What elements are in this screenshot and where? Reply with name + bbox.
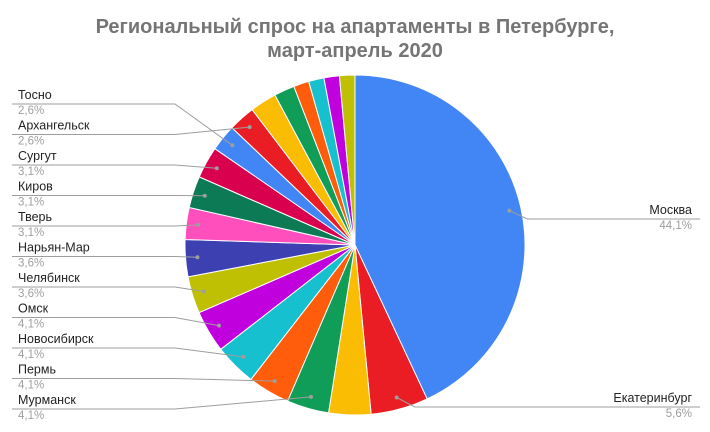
leader-dot — [272, 379, 277, 384]
leader-line — [12, 347, 244, 358]
leader-lines — [12, 103, 700, 410]
slice-label-value: 3,6% — [18, 288, 44, 300]
leader-line — [12, 126, 250, 135]
leader-dot — [230, 143, 235, 148]
slice-label-name: Киров — [18, 180, 53, 194]
slice-label-name: Архангельск — [18, 119, 90, 133]
leader-dot — [247, 125, 252, 130]
slice-label-value: 44,1% — [659, 220, 692, 232]
slice-label-name: Тверь — [18, 210, 52, 224]
slice-label-name: Мурманск — [18, 393, 76, 407]
leader-line — [12, 224, 199, 227]
slice-label-name: Челябинск — [18, 271, 80, 285]
leader-dot — [394, 395, 399, 400]
slice-label-name: Пермь — [18, 363, 56, 377]
pie-slices — [184, 74, 526, 416]
leader-dot — [202, 193, 207, 198]
leader-dot — [214, 166, 219, 171]
slice-labels: Москва 44,1% Екатеринбург 5,6% Тосно 2,6% Арха… — [18, 88, 692, 422]
slice-label-value: 4,1% — [18, 380, 44, 392]
leader-dot — [507, 208, 512, 213]
leader-line — [12, 378, 275, 382]
slice-label-value: 2,6% — [18, 105, 44, 117]
slice-label-value: 3,6% — [18, 258, 44, 270]
slice-label-name: Новосибирск — [18, 332, 94, 346]
leader-line — [396, 397, 700, 408]
slice-label-value: 4,1% — [18, 319, 44, 331]
leader-line — [12, 103, 233, 146]
leader-line — [12, 164, 217, 169]
slice-label-name: Екатеринбург — [613, 391, 692, 405]
slice-label-name: Тосно — [18, 88, 52, 102]
chart-title-line-1: Региональный спрос на апартаменты в Пете… — [96, 16, 615, 38]
slice-label-value: 3,1% — [18, 197, 44, 209]
leader-dot — [217, 323, 221, 328]
leader-dot — [196, 222, 201, 227]
slice-label-name: Нарьян-Мар — [18, 241, 90, 255]
leader-dot — [241, 354, 246, 359]
chart-title: Региональный спрос на апартаменты в Пете… — [96, 16, 615, 62]
leader-line — [12, 256, 198, 258]
slice-label-value: 4,1% — [18, 410, 44, 422]
leader-dot — [309, 394, 313, 399]
chart-title-line-2: март-апрель 2020 — [267, 40, 443, 62]
leader-line — [12, 396, 312, 410]
slice-label-value: 4,1% — [18, 349, 44, 361]
slice-label-value: 3,1% — [18, 227, 44, 239]
slice-label-name: Москва — [649, 203, 692, 217]
slice-label-value: 3,1% — [18, 166, 44, 178]
pie-slice — [354, 74, 526, 400]
slice-label-value: 2,6% — [18, 136, 44, 148]
leader-line — [12, 317, 220, 327]
slice-label-value: 5,6% — [666, 408, 692, 420]
leader-dot — [195, 255, 200, 260]
leader-line — [509, 210, 700, 220]
pie-slice — [338, 74, 356, 246]
leader-dot — [201, 289, 206, 294]
leader-line — [12, 286, 204, 292]
slice-label-name: Сургут — [18, 149, 57, 163]
slice-label-name: Омск — [18, 302, 49, 316]
